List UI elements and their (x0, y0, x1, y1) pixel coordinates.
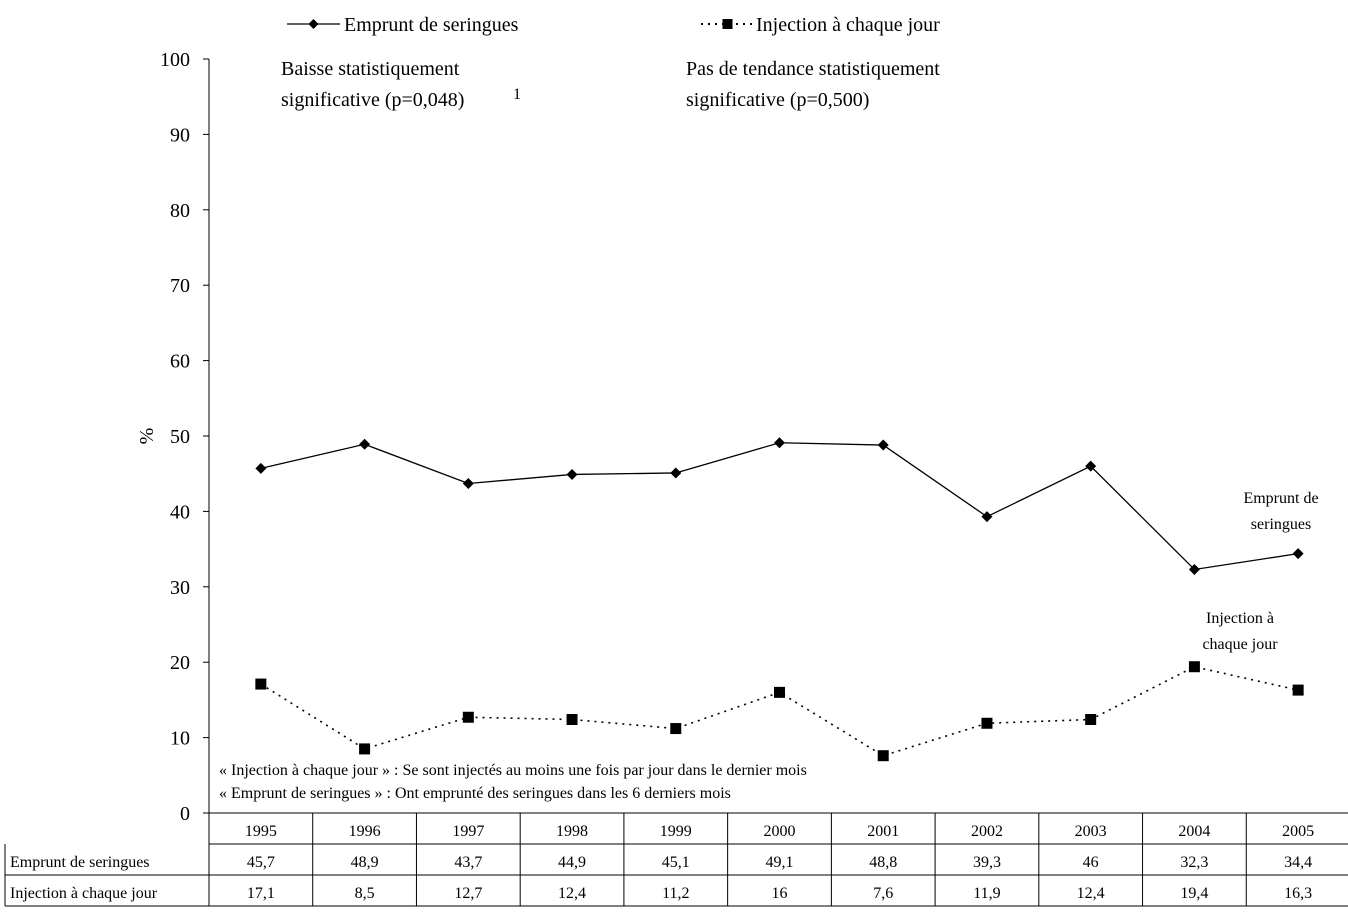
data-point-injection (1292, 684, 1304, 696)
table-cell: 7,6 (873, 885, 893, 902)
end-label-emprunt-line1: Emprunt de (1243, 490, 1318, 507)
y-tick-label: 100 (160, 49, 190, 71)
data-point-emprunt (981, 511, 993, 523)
legend-label-emprunt: Emprunt de seringues (344, 14, 519, 36)
y-tick-label: 60 (170, 351, 190, 373)
table-row-label: Injection à chaque jour (10, 885, 158, 902)
data-table: 1995 1996 1997 1998 1999 2000 2001 2002 2003 2004… (4, 812, 1348, 907)
data-point-emprunt (566, 468, 578, 480)
x-tick-label: 2003 (1075, 823, 1107, 840)
legend-marker-emprunt (308, 19, 319, 29)
y-tick-label: 20 (170, 652, 190, 674)
table-cell: 49,1 (766, 854, 794, 871)
y-axis: 0 10 20 30 40 50 60 70 80 90 100 % (136, 49, 210, 825)
data-point-injection (255, 678, 267, 690)
data-point-emprunt (1085, 460, 1097, 472)
x-tick-label: 2002 (971, 823, 1003, 840)
trend-annotation-1-line2: significative (p=0,048) (281, 89, 464, 111)
table-cell: 12,7 (454, 885, 482, 902)
data-point-injection (566, 714, 578, 726)
data-point-emprunt (1188, 563, 1200, 575)
y-tick-label: 50 (170, 426, 190, 448)
x-tick-label: 2001 (867, 823, 899, 840)
x-tick-label: 2000 (764, 823, 796, 840)
trend-annotation-2-line1: Pas de tendance statistiquement (686, 58, 940, 80)
end-label-injection-line1: Injection à (1206, 610, 1274, 627)
table-cell: 11,2 (662, 885, 689, 902)
y-tick-label: 30 (170, 577, 190, 599)
x-tick-label: 1995 (245, 823, 277, 840)
legend-item-emprunt: Emprunt de seringues (287, 14, 519, 36)
y-axis-title: % (136, 428, 158, 445)
table-cell: 48,8 (869, 854, 897, 871)
table-cell: 45,1 (662, 854, 690, 871)
table-cell: 12,4 (1077, 885, 1105, 902)
definition-note-injection: « Injection à chaque jour » : Se sont in… (219, 762, 807, 779)
trend-annotation-1-line1: Baisse statistiquement (281, 58, 460, 80)
table-cell: 11,9 (973, 885, 1000, 902)
series-end-labels: Emprunt de seringues Injection à chaque … (1202, 490, 1318, 653)
y-tick-label: 40 (170, 501, 190, 523)
data-point-emprunt (877, 439, 889, 451)
table-cell: 8,5 (355, 885, 375, 902)
table-cell: 39,3 (973, 854, 1001, 871)
end-label-injection-line2: chaque jour (1202, 636, 1278, 653)
series-line-injection (260, 665, 1299, 757)
annotations: Baisse statistiquement significative (p=… (219, 58, 940, 802)
y-tick-label: 10 (170, 728, 190, 750)
table-cell: 32,3 (1180, 854, 1208, 871)
data-point-emprunt (255, 462, 267, 474)
data-point-injection (670, 723, 682, 735)
y-tick-label: 90 (170, 124, 190, 146)
table-cell: 48,9 (351, 854, 379, 871)
data-point-injection (1085, 714, 1097, 726)
trend-annotation-2-line2: significative (p=0,500) (686, 89, 869, 111)
x-tick-label: 2005 (1282, 823, 1314, 840)
table-cell: 16,3 (1284, 885, 1312, 902)
table-cell: 46 (1083, 854, 1099, 871)
data-point-emprunt (359, 438, 371, 450)
y-tick-label: 70 (170, 275, 190, 297)
table-cell: 45,7 (247, 854, 275, 871)
x-tick-label: 1998 (556, 823, 588, 840)
y-tick-label: 0 (180, 803, 190, 825)
data-point-injection (981, 717, 993, 729)
x-tick-label: 1996 (349, 823, 381, 840)
table-cell: 19,4 (1180, 885, 1208, 902)
legend-label-injection: Injection à chaque jour (756, 14, 940, 36)
data-point-emprunt (670, 467, 682, 479)
data-point-injection (877, 750, 889, 762)
legend-item-injection: Injection à chaque jour (701, 14, 940, 36)
table-cell: 16 (772, 885, 788, 902)
table-cell: 43,7 (454, 854, 482, 871)
series-line-emprunt (260, 442, 1299, 571)
data-point-injection (359, 743, 371, 755)
table-cell: 34,4 (1284, 854, 1312, 871)
x-tick-label: 1997 (452, 823, 484, 840)
table-cell: 12,4 (558, 885, 586, 902)
definition-note-emprunt: « Emprunt de seringues » : Ont emprunté … (219, 785, 731, 802)
y-ticks: 0 10 20 30 40 50 60 70 80 90 100 (160, 49, 209, 825)
x-tick-label: 1999 (660, 823, 692, 840)
x-tick-label: 2004 (1178, 823, 1210, 840)
y-tick-label: 80 (170, 200, 190, 222)
data-point-injection (1188, 661, 1200, 673)
end-label-emprunt-line2: seringues (1251, 516, 1311, 533)
data-point-emprunt (774, 437, 785, 449)
trend-annotation-1-superscript: 1 (513, 86, 521, 103)
table-row-label: Emprunt de seringues (10, 854, 150, 871)
plot-series (255, 437, 1304, 762)
data-point-injection (774, 686, 785, 698)
table-cell: 44,9 (558, 854, 586, 871)
data-point-injection (462, 711, 474, 723)
data-point-emprunt (462, 478, 474, 490)
table-cell: 17,1 (247, 885, 275, 902)
legend: Emprunt de seringues Injection à chaque … (287, 14, 940, 36)
data-point-emprunt (1292, 548, 1304, 560)
legend-marker-injection (722, 19, 733, 29)
